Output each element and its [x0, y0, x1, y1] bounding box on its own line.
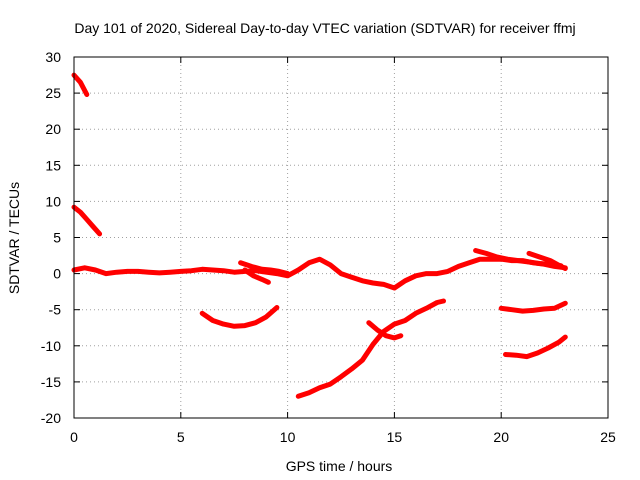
- series-arc-6: [199, 305, 280, 329]
- x-tick-label: 0: [70, 429, 78, 445]
- x-tick-label: 15: [387, 429, 403, 445]
- axis-ticks: [73, 56, 609, 419]
- chart-title: Day 101 of 2020, Sidereal Day-to-day VTE…: [74, 20, 575, 36]
- y-tick-label: -5: [49, 302, 62, 318]
- series-arc-1: [71, 72, 90, 97]
- y-tick-label: -20: [41, 410, 61, 426]
- grid: [74, 57, 608, 418]
- series-arc-9: [473, 248, 564, 269]
- series-arc-8: [366, 320, 404, 341]
- y-tick-label: -10: [41, 338, 61, 354]
- series-arc-3: [71, 256, 568, 291]
- x-tick-label: 20: [493, 429, 509, 445]
- series-arc-11: [498, 300, 568, 314]
- y-tick-label: 20: [45, 121, 61, 137]
- y-tick-label: 15: [45, 157, 61, 173]
- x-axis-title: GPS time / hours: [286, 458, 393, 474]
- y-axis-title: SDTVAR / TECUs: [6, 182, 22, 294]
- x-tick-labels: 0 5 10 15 20 25: [70, 429, 616, 445]
- y-tick-label: 5: [53, 230, 61, 246]
- y-tick-label: 25: [45, 85, 61, 101]
- series-arc-2: [71, 204, 103, 237]
- series-layer: [71, 72, 568, 399]
- y-tick-label: -15: [41, 374, 61, 390]
- series-arc-10: [526, 250, 568, 271]
- x-tick-label: 10: [280, 429, 296, 445]
- series-arc-4: [238, 260, 291, 277]
- x-tick-label: 25: [600, 429, 616, 445]
- series-arc-7: [295, 298, 446, 399]
- series-arc-5: [242, 267, 271, 285]
- y-tick-label: 30: [45, 49, 61, 65]
- y-tick-labels: -20 -15 -10 -5 0 5 10 15 20 25 30: [41, 49, 61, 426]
- series-arc-12: [503, 334, 568, 360]
- y-tick-label: 0: [53, 266, 61, 282]
- y-tick-label: 10: [45, 193, 61, 209]
- x-tick-label: 5: [177, 429, 185, 445]
